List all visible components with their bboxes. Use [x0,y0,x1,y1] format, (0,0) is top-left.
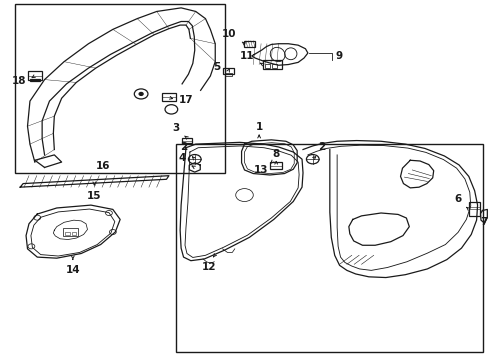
Bar [263,60,281,69]
Text: 12: 12 [202,262,216,272]
Text: 6: 6 [454,194,461,204]
Text: 15: 15 [87,191,102,201]
Bar [15,4,224,173]
Bar [264,64,269,68]
Bar [223,68,233,74]
Bar [271,64,276,68]
Text: 7: 7 [479,217,487,226]
Bar [64,232,70,235]
Text: 10: 10 [222,29,236,39]
Bar [72,232,76,235]
Text: 3: 3 [172,123,179,133]
Text: 13: 13 [253,165,267,175]
Text: 14: 14 [65,265,80,275]
Text: 9: 9 [334,51,342,61]
Bar [224,73,231,76]
Circle shape [139,93,143,95]
Text: 16: 16 [96,161,110,171]
Text: 17: 17 [178,95,193,105]
Text: 4: 4 [178,153,185,163]
Bar [244,41,255,46]
Bar [30,78,40,81]
Text: 5: 5 [212,62,220,72]
Bar [181,138,192,143]
Text: 2: 2 [180,142,186,152]
Bar [161,93,176,101]
Bar [270,162,282,169]
Bar [468,202,479,216]
Text: 11: 11 [239,51,254,60]
Text: 18: 18 [12,76,26,86]
Text: 2: 2 [318,142,325,152]
Bar [27,71,42,80]
Bar [176,144,483,352]
Text: 8: 8 [272,149,279,159]
Text: 1: 1 [255,122,262,132]
Bar [63,228,78,236]
